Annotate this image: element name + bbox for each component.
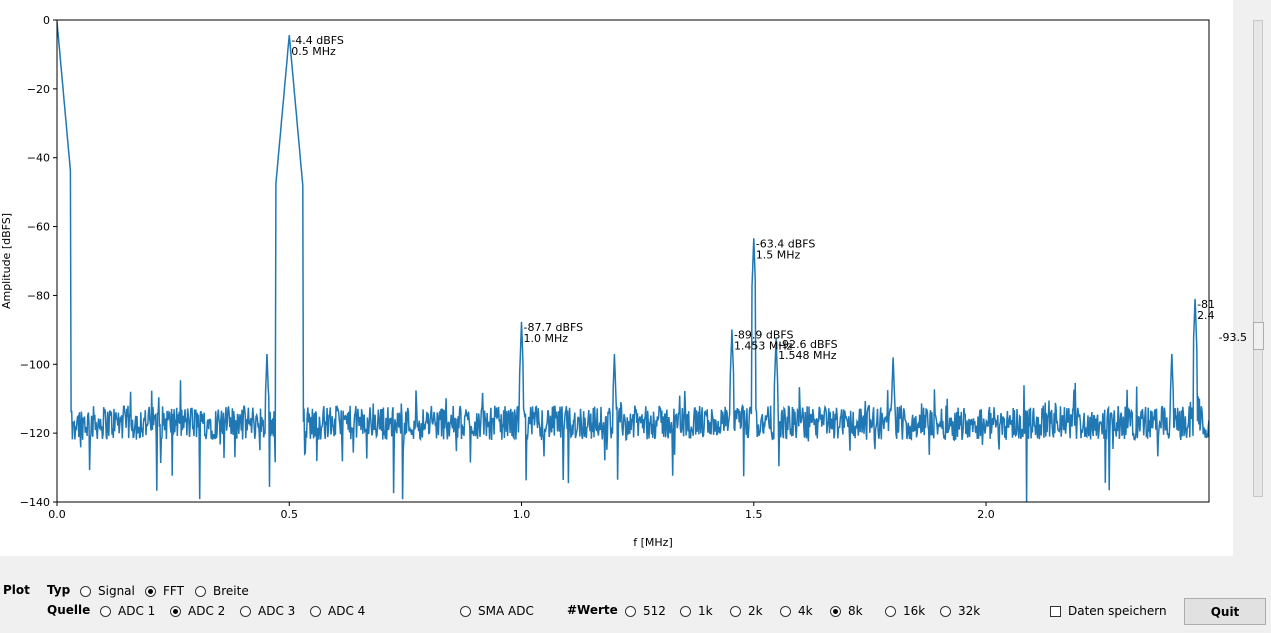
werte-4k-label[interactable]: 4k — [798, 604, 813, 618]
y-tick-label: −60 — [27, 221, 50, 234]
peak-annotation-level: -4.4 dBFS — [291, 34, 344, 47]
peak-annotation-level: -87.7 dBFS — [524, 321, 584, 334]
werte-2k-radio[interactable] — [730, 606, 741, 617]
sma-adc-label[interactable]: SMA ADC — [478, 604, 534, 618]
y-axis-label: Amplitude [dBFS] — [0, 213, 13, 309]
quelle-adc3-radio[interactable] — [240, 606, 251, 617]
threshold-slider-track[interactable] — [1253, 20, 1263, 497]
werte-16k-label[interactable]: 16k — [903, 604, 926, 618]
y-tick-label: −100 — [20, 358, 50, 371]
x-tick-label: 0.5 — [281, 508, 299, 521]
typ-label: Typ — [47, 583, 71, 597]
werte-32k-label[interactable]: 32k — [958, 604, 981, 618]
quelle-adc4-label[interactable]: ADC 4 — [328, 604, 366, 618]
quelle-label: Quelle — [47, 603, 91, 617]
quelle-adc4-radio[interactable] — [310, 606, 321, 617]
werte-8k-label[interactable]: 8k — [848, 604, 863, 618]
peak-annotation-frequency: 1.5 MHz — [756, 248, 801, 261]
peak-annotation-frequency: 0.5 MHz — [291, 45, 336, 58]
werte-32k-radio[interactable] — [940, 606, 951, 617]
peak-annotation-level: -81 — [1197, 298, 1215, 311]
typ-signal-radio[interactable] — [80, 586, 91, 597]
peak-annotation-frequency: 1.0 MHz — [524, 332, 569, 345]
werte-512-radio[interactable] — [625, 606, 636, 617]
peak-annotation-frequency: 1.453 MHz — [734, 340, 793, 353]
quelle-adc1-radio[interactable] — [100, 606, 111, 617]
plot-frame — [56, 19, 1210, 503]
quit-button[interactable]: Quit — [1184, 598, 1266, 625]
peak-annotation-frequency: 2.4 — [1197, 309, 1215, 322]
quelle-adc2-radio[interactable] — [170, 606, 181, 617]
typ-breite-radio[interactable] — [195, 586, 206, 597]
typ-breite-label[interactable]: Breite — [213, 584, 249, 598]
plot-area: 0 −20 −40 −60 −80 −100 −120 −140 0.0 0.5 1.0 1.5 2.0… — [0, 0, 1233, 556]
threshold-slider-thumb[interactable] — [1253, 322, 1264, 350]
quelle-adc3-label[interactable]: ADC 3 — [258, 604, 296, 618]
y-tick-label: 0 — [43, 14, 50, 27]
quelle-adc2-label[interactable]: ADC 2 — [188, 604, 226, 618]
x-tick-label: 1.5 — [745, 508, 763, 521]
werte-label: #Werte — [567, 603, 618, 617]
werte-2k-label[interactable]: 2k — [748, 604, 763, 618]
x-tick-label: 1.0 — [513, 508, 531, 521]
spectrum-line — [57, 21, 1209, 502]
quelle-adc1-label[interactable]: ADC 1 — [118, 604, 156, 618]
y-tick-label: −140 — [20, 496, 50, 509]
typ-signal-label[interactable]: Signal — [98, 584, 135, 598]
peak-annotation-level: -63.4 dBFS — [756, 237, 816, 250]
werte-512-label[interactable]: 512 — [643, 604, 666, 618]
y-tick-label: −80 — [27, 289, 50, 302]
plot-label: Plot — [3, 583, 30, 597]
y-tick-label: −120 — [20, 427, 50, 440]
daten-speichern-checkbox[interactable] — [1050, 606, 1061, 617]
y-tick-label: −40 — [27, 152, 50, 165]
peak-annotation-level: -92.6 dBFS — [778, 338, 838, 351]
werte-1k-label[interactable]: 1k — [698, 604, 713, 618]
x-tick-label: 0.0 — [48, 508, 66, 521]
y-tick-label: −20 — [27, 83, 50, 96]
daten-speichern-label[interactable]: Daten speichern — [1068, 604, 1167, 618]
typ-fft-radio[interactable] — [145, 586, 156, 597]
x-axis-label: f [MHz] — [633, 536, 673, 549]
werte-4k-radio[interactable] — [780, 606, 791, 617]
werte-1k-radio[interactable] — [680, 606, 691, 617]
werte-8k-radio[interactable] — [830, 606, 841, 617]
typ-fft-label[interactable]: FFT — [163, 584, 184, 598]
peak-annotation-level: -89.9 dBFS — [734, 329, 794, 342]
x-tick-label: 2.0 — [977, 508, 995, 521]
peak-annotation-frequency: 1.548 MHz — [778, 349, 837, 362]
sma-adc-radio[interactable] — [460, 606, 471, 617]
werte-16k-radio[interactable] — [885, 606, 896, 617]
threshold-value: -93.5 — [1218, 331, 1247, 344]
